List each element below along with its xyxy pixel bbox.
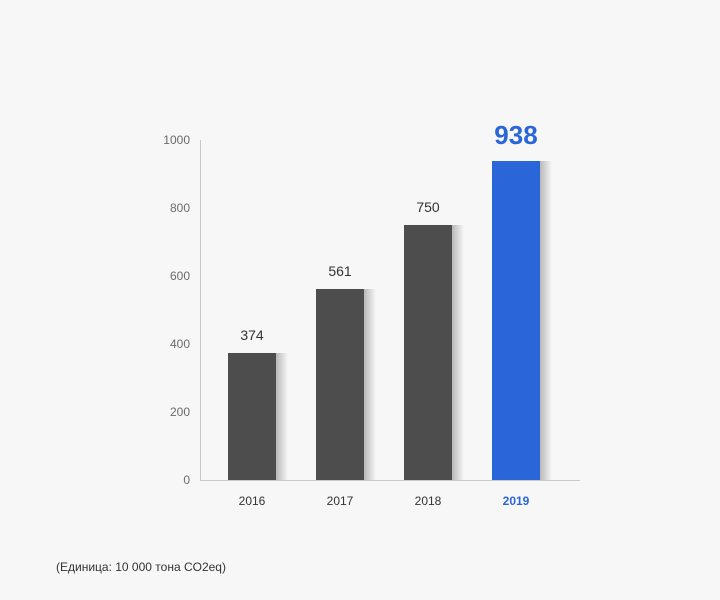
- bar-rect: [404, 225, 452, 480]
- bar-rect: [228, 353, 276, 480]
- x-tick-label: 2018: [415, 494, 442, 508]
- footnote-text: (Единица: 10 000 тона CO2eq): [56, 560, 226, 574]
- bar-value-label: 374: [240, 327, 263, 343]
- bar-value-label: 750: [416, 199, 439, 215]
- x-tick-label: 2017: [327, 494, 354, 508]
- x-tick-label: 2016: [239, 494, 266, 508]
- y-tick-label: 800: [150, 201, 190, 215]
- bar-rect: [316, 289, 364, 480]
- bar-value-label: 561: [328, 263, 351, 279]
- bar: 750: [404, 225, 452, 480]
- bar-shadow: [364, 289, 376, 480]
- bar: 374: [228, 353, 276, 480]
- footnote: (Единица: 10 000 тона CO2eq): [56, 560, 226, 574]
- bar-shadow: [540, 161, 552, 480]
- bar-shadow: [452, 225, 464, 480]
- chart-container: (Единица: 10 000 тона CO2eq) 0 200 400 600 8…: [0, 0, 720, 600]
- y-axis: [200, 140, 201, 480]
- x-tick-label: 2019: [503, 494, 530, 508]
- bar-shadow: [276, 353, 288, 480]
- y-tick-label: 200: [150, 405, 190, 419]
- x-axis: [200, 480, 580, 481]
- y-tick-label: 400: [150, 337, 190, 351]
- y-tick-label: 1000: [150, 133, 190, 147]
- y-tick-label: 0: [150, 473, 190, 487]
- bar-value-label: 938: [494, 120, 537, 151]
- bar-rect: [492, 161, 540, 480]
- bar: 938: [492, 161, 540, 480]
- bar: 561: [316, 289, 364, 480]
- y-tick-label: 600: [150, 269, 190, 283]
